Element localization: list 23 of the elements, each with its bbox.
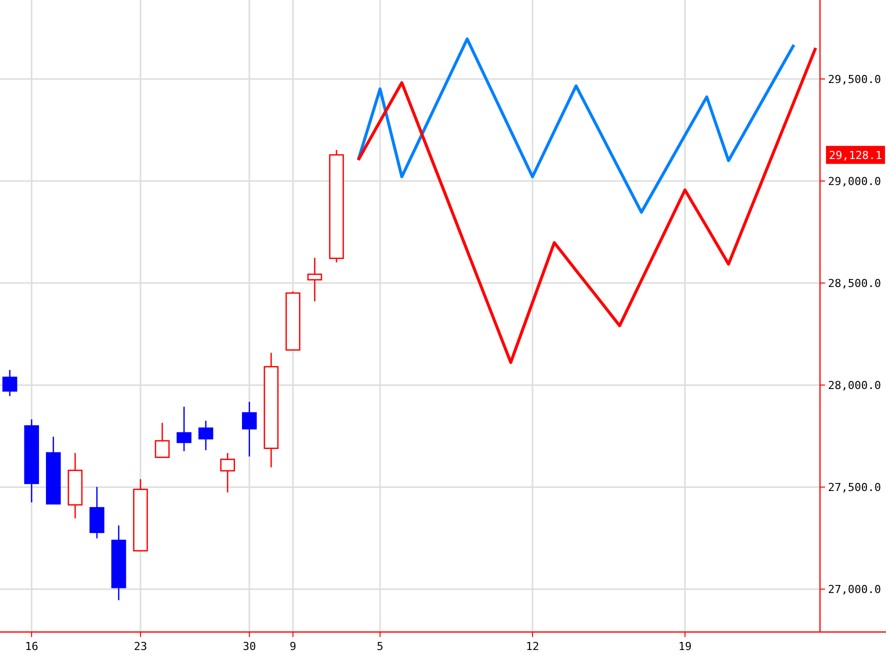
x-tick-label: 30 [242,640,256,653]
line-series [356,37,796,214]
candlestick [307,257,322,302]
candlestick [154,422,170,458]
line-series [356,46,818,364]
text: 29,128.1 [829,148,882,162]
x-tick-label: 16 [24,640,38,653]
y-tick-label: 29,000.0 [828,175,881,188]
candlestick [198,420,214,451]
candlestick [2,369,18,397]
x-tick-label: 5 [376,640,384,653]
candlestick [242,401,257,458]
x-tick-label: 12 [526,640,540,653]
candlestick [176,406,192,452]
x-tick-label: 9 [290,640,296,653]
y-tick-label: 28,000.0 [828,379,881,392]
x-tick-label: 23 [134,640,148,653]
y-tick-label: 28,500.0 [828,277,881,290]
x-tick-label: 19 [678,640,692,653]
y-tick-label: 27,500.0 [828,481,881,494]
y-tick-label: 27,000.0 [828,583,881,596]
candlestick [220,452,235,494]
y-tick-label: 29,500.0 [828,72,881,86]
